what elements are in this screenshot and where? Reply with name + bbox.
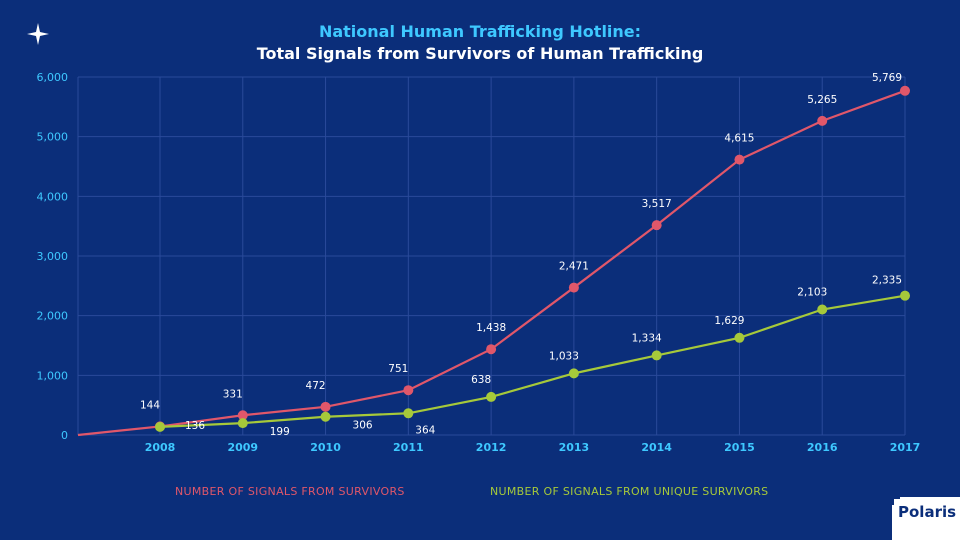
data-label: 1,629: [714, 315, 744, 327]
x-tick-label: 2008: [145, 441, 176, 454]
x-tick-label: 2010: [310, 441, 341, 454]
x-tick-label: 2015: [724, 441, 755, 454]
series-line: [159, 294, 906, 428]
data-point: [651, 220, 662, 231]
data-point: [568, 282, 579, 293]
x-tick-label: 2017: [890, 441, 921, 454]
data-point: [155, 421, 165, 432]
logo-corner-mark: [892, 497, 900, 505]
data-point: [237, 418, 248, 429]
data-point: [320, 401, 331, 412]
y-tick-label: 6,000: [37, 71, 69, 84]
data-label: 4,615: [724, 133, 754, 145]
data-label: 331: [223, 388, 243, 400]
polaris-logo: Polaris: [892, 497, 960, 540]
data-label: 1,334: [632, 332, 662, 344]
data-point: [900, 290, 910, 301]
data-point: [651, 350, 662, 361]
data-point: [403, 385, 414, 396]
data-point: [900, 85, 910, 96]
data-label: 751: [388, 363, 408, 375]
data-point: [568, 368, 579, 379]
sparkle-icon: [26, 22, 50, 46]
y-tick-label: 1,000: [37, 369, 69, 382]
y-tick-label: 5,000: [37, 131, 69, 144]
x-tick-label: 2009: [227, 441, 258, 454]
data-label: 144: [140, 399, 160, 411]
data-label: 2,335: [872, 275, 902, 287]
data-point: [817, 115, 828, 126]
x-tick-label: 2014: [641, 441, 672, 454]
x-tick-label: 2013: [559, 441, 590, 454]
data-point: [320, 411, 331, 422]
logo-name: Polaris: [898, 503, 957, 521]
x-tick-label: 2012: [476, 441, 507, 454]
data-label: 199: [270, 426, 290, 438]
data-label: 1,033: [549, 350, 579, 362]
data-label: 5,769: [872, 72, 902, 84]
data-point: [817, 304, 828, 315]
data-label: 5,265: [807, 94, 837, 106]
data-label: 306: [353, 420, 373, 432]
data-point: [403, 408, 414, 419]
data-point: [486, 344, 497, 355]
data-label: 472: [306, 380, 326, 392]
data-label: 136: [185, 420, 205, 432]
chart-title-line-2: Total Signals from Survivors of Human Tr…: [256, 44, 704, 63]
data-label: 2,471: [559, 261, 589, 273]
data-point: [734, 154, 745, 165]
chart-title-line-1: National Human Trafficking Hotline:: [318, 22, 642, 41]
x-tick-label: 2016: [807, 441, 838, 454]
y-tick-label: 2,000: [37, 310, 69, 323]
y-tick-label: 3,000: [37, 250, 69, 263]
data-label: 638: [471, 374, 491, 386]
data-point: [734, 332, 745, 343]
legend-series-survivors: NUMBER OF SIGNALS FROM SURVIVORS: [175, 485, 405, 498]
data-label: 3,517: [642, 198, 672, 210]
data-label: 2,103: [797, 287, 827, 299]
y-tick-label: 4,000: [37, 190, 69, 203]
data-label: 364: [415, 424, 435, 436]
legend-series-unique-survivors: NUMBER OF SIGNALS FROM UNIQUE SURVIVORS: [490, 485, 769, 498]
y-tick-label: 0: [61, 429, 68, 442]
data-point: [237, 410, 248, 421]
data-label: 1,438: [476, 322, 506, 334]
data-point: [486, 391, 497, 402]
x-tick-label: 2011: [393, 441, 424, 454]
